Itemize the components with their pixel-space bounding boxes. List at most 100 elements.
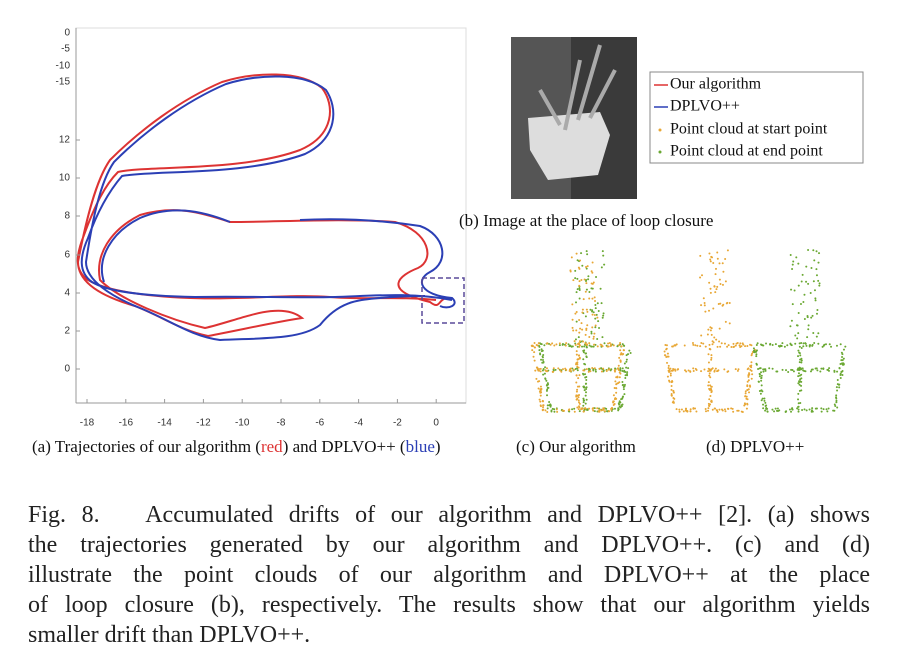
cloud-point — [728, 302, 731, 305]
cloud-point — [836, 389, 839, 392]
cloud-point — [746, 403, 749, 406]
cloud-point — [601, 250, 604, 253]
cloud-point — [670, 384, 673, 387]
cloud-point — [581, 311, 584, 314]
cloud-point — [708, 343, 711, 346]
cloud-point — [714, 273, 717, 276]
cloud-point — [817, 342, 820, 345]
cloud-point — [591, 287, 594, 290]
cloud-point — [542, 353, 545, 356]
cloud-point — [594, 370, 597, 373]
cloud-point — [712, 262, 715, 265]
cloud-point — [621, 397, 624, 400]
cloud-point — [716, 251, 719, 254]
cloud-point — [593, 313, 596, 316]
cloud-point — [760, 399, 763, 402]
cloud-point — [746, 385, 749, 388]
cloud-point — [613, 387, 616, 390]
cloud-point — [760, 374, 763, 377]
cloud-point — [790, 410, 793, 413]
cloud-point — [578, 374, 581, 377]
cloud-point — [596, 337, 599, 340]
cloud-point — [771, 343, 774, 346]
x-tick-label: -10 — [235, 418, 250, 429]
cloud-point — [797, 375, 800, 378]
cloud-point — [755, 344, 758, 347]
cloud-point — [758, 373, 761, 376]
cloud-point — [732, 342, 735, 345]
cloud-point — [763, 399, 766, 402]
cloud-point — [797, 355, 800, 358]
figure-caption: Fig. 8. Accumulated drifts of our algori… — [28, 500, 870, 650]
cloud-point — [538, 367, 541, 370]
cloud-point — [682, 410, 685, 413]
cloud-point — [801, 367, 804, 370]
cloud-point — [839, 343, 842, 346]
cloud-point — [760, 377, 763, 380]
cloud-point — [543, 344, 546, 347]
cloud-point — [670, 393, 673, 396]
cloud-point — [675, 408, 678, 411]
cloud-point — [692, 367, 695, 370]
cloud-point — [747, 367, 750, 370]
cloud-point — [541, 356, 544, 359]
cloud-point — [590, 282, 593, 285]
cloud-point — [578, 288, 581, 291]
cloud-point — [574, 338, 577, 341]
cloud-point — [584, 290, 587, 293]
cloud-point — [581, 328, 584, 331]
cloud-point — [755, 353, 758, 356]
cloud-point — [625, 354, 628, 357]
cloud-point — [582, 340, 585, 343]
cloud-point — [562, 409, 565, 412]
cloud-point — [818, 284, 821, 287]
cloud-point — [719, 283, 722, 286]
cloud-point — [578, 401, 581, 404]
cloud-point — [593, 407, 596, 410]
y-tick-label: 10 — [59, 173, 71, 184]
x-tick-label: -2 — [393, 418, 402, 429]
cloud-point — [546, 394, 549, 397]
cloud-point — [533, 346, 536, 349]
cloud-point — [818, 282, 821, 285]
cloud-point — [614, 397, 617, 400]
cloud-point — [598, 326, 601, 329]
cloud-point — [576, 277, 579, 280]
cloud-point — [750, 377, 753, 380]
cloud-point — [600, 266, 603, 269]
cloud-point — [583, 345, 586, 348]
cloud-point — [833, 369, 836, 372]
cloud-point — [575, 363, 578, 366]
cloud-point — [791, 263, 794, 266]
cloud-point — [762, 370, 765, 373]
cloud-point — [813, 259, 816, 262]
cloud-point — [759, 392, 762, 395]
cloud-point — [793, 289, 796, 292]
cloud-point — [539, 385, 542, 388]
cloud-point — [569, 269, 572, 272]
cloud-point — [545, 384, 548, 387]
cloud-point — [602, 407, 605, 410]
cloud-point — [594, 368, 597, 371]
cloud-point — [572, 329, 575, 332]
cloud-point — [551, 342, 554, 345]
cloud-point — [799, 402, 802, 405]
subcaption: (c) Our algorithm — [516, 437, 636, 456]
cloud-point — [585, 346, 588, 349]
cloud-point — [568, 345, 571, 348]
cloud-point — [801, 273, 804, 276]
cloud-point — [796, 337, 799, 340]
cloud-point — [810, 266, 813, 269]
cloud-point — [762, 368, 765, 371]
cloud-point — [599, 287, 602, 290]
cloud-point — [819, 370, 822, 373]
cloud-point — [812, 249, 815, 252]
cloud-point — [531, 349, 534, 352]
cloud-point — [575, 350, 578, 353]
x-tick-label: -16 — [119, 418, 134, 429]
caption-line: of loop closure (b), respectively. The r… — [28, 592, 870, 618]
cloud-point — [549, 405, 552, 408]
cloud-point — [546, 382, 549, 385]
cloud-point — [747, 379, 750, 382]
cloud-point — [760, 389, 763, 392]
